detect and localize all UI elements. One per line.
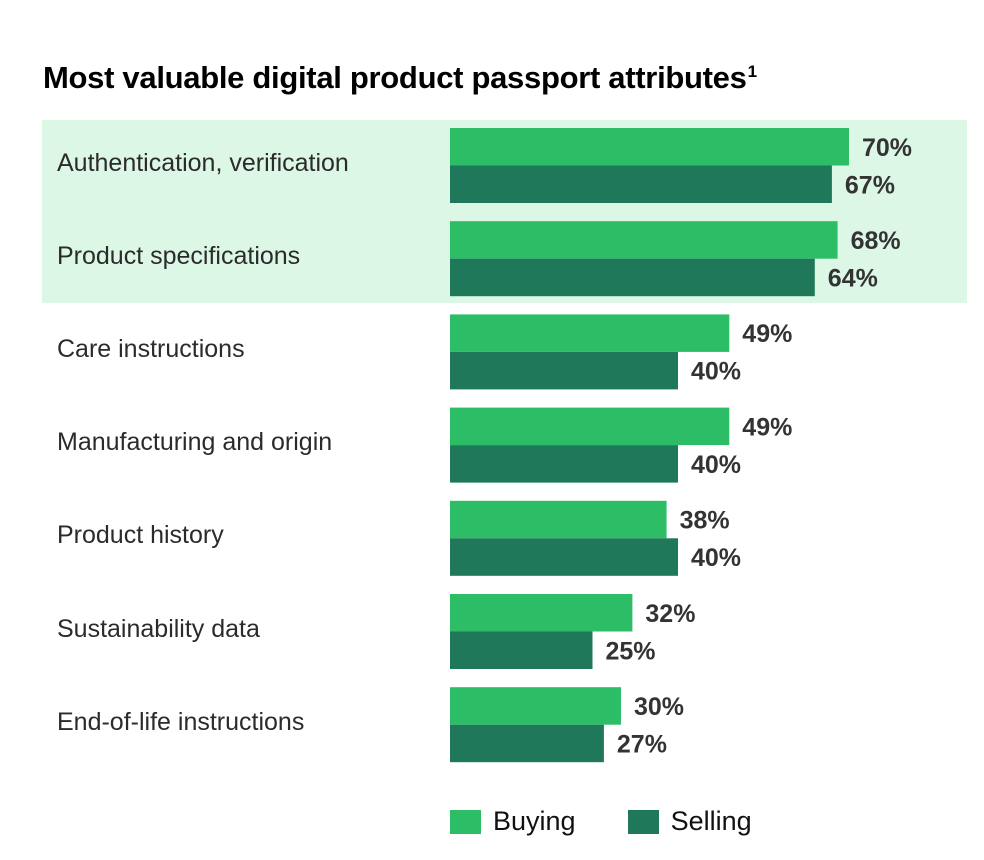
bar-buying	[450, 687, 621, 725]
legend: Buying Selling	[450, 806, 804, 837]
data-label-buying: 49%	[742, 413, 792, 441]
bar-buying	[450, 221, 838, 259]
category-label: End-of-life instructions	[57, 707, 305, 736]
bar-buying	[450, 407, 730, 446]
bar-selling	[450, 631, 593, 669]
bar-selling	[450, 351, 678, 390]
data-label-buying: 49%	[742, 320, 792, 348]
data-label-selling: 27%	[617, 730, 667, 758]
legend-swatch-selling	[627, 809, 659, 834]
chart-title-text: Most valuable digital product passport a…	[43, 60, 747, 95]
bar-buying	[450, 128, 849, 166]
category-label: Care instructions	[57, 334, 245, 363]
data-label-buying: 32%	[645, 600, 695, 628]
bar-selling	[450, 724, 604, 763]
bar-buying	[450, 314, 730, 352]
bar-selling	[450, 445, 678, 483]
legend-item-selling: Selling	[627, 806, 752, 837]
category-label: Sustainability data	[57, 614, 260, 643]
data-label-buying: 38%	[680, 507, 730, 535]
legend-item-buying: Buying	[450, 806, 576, 837]
bar-selling	[450, 165, 832, 203]
category-label: Product history	[57, 521, 224, 550]
data-label-selling: 64%	[828, 264, 878, 292]
bar-buying	[450, 594, 633, 632]
data-label-selling: 67%	[845, 171, 895, 199]
legend-label-buying: Buying	[493, 806, 576, 836]
bar-selling	[450, 258, 815, 297]
data-label-selling: 25%	[606, 637, 656, 665]
bar-selling	[450, 538, 678, 576]
bar-buying	[450, 500, 667, 539]
title-footnote-marker: 1	[747, 61, 757, 81]
data-label-selling: 40%	[691, 358, 741, 386]
data-label-buying: 70%	[862, 134, 912, 162]
legend-swatch-buying	[450, 809, 481, 834]
category-label: Product specifications	[57, 241, 301, 270]
legend-label-selling: Selling	[670, 806, 752, 836]
data-label-buying: 68%	[851, 227, 901, 255]
category-label: Authentication, verification	[57, 148, 349, 177]
data-label-selling: 40%	[691, 451, 741, 479]
chart-title: Most valuable digital product passport a…	[43, 60, 757, 96]
data-label-buying: 30%	[634, 693, 684, 721]
category-label: Manufacturing and origin	[57, 428, 333, 457]
data-label-selling: 40%	[691, 544, 741, 572]
